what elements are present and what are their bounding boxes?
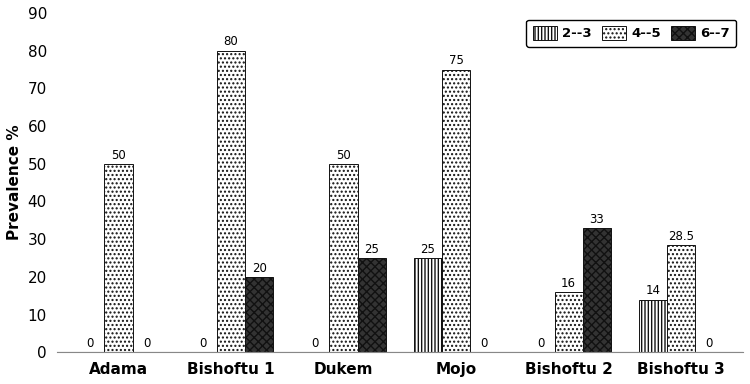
Text: 16: 16: [561, 277, 576, 290]
Bar: [583, 228, 610, 353]
Text: 14: 14: [646, 284, 661, 297]
Text: 0: 0: [706, 338, 713, 351]
Text: 0: 0: [481, 338, 488, 351]
Text: 80: 80: [224, 35, 238, 48]
Bar: [639, 300, 667, 353]
Text: 0: 0: [87, 338, 94, 351]
Text: 75: 75: [448, 54, 464, 67]
Bar: [414, 258, 442, 353]
Bar: [667, 245, 695, 353]
Bar: [442, 70, 470, 353]
Text: 0: 0: [312, 338, 319, 351]
Text: 33: 33: [590, 213, 604, 226]
Text: 0: 0: [200, 338, 206, 351]
Bar: [358, 258, 386, 353]
Legend: 2--3, 4--5, 6--7: 2--3, 4--5, 6--7: [526, 20, 736, 47]
Text: 20: 20: [252, 262, 266, 275]
Text: 50: 50: [111, 149, 126, 162]
Text: 0: 0: [537, 338, 544, 351]
Text: 25: 25: [364, 243, 380, 256]
Text: 50: 50: [336, 149, 351, 162]
Bar: [245, 277, 273, 353]
Bar: [104, 164, 133, 353]
Text: 28.5: 28.5: [668, 230, 694, 243]
Y-axis label: Prevalence %: Prevalence %: [7, 125, 22, 240]
Bar: [554, 292, 583, 353]
Bar: [217, 51, 245, 353]
Text: 0: 0: [143, 338, 150, 351]
Bar: [329, 164, 358, 353]
Text: 25: 25: [421, 243, 436, 256]
